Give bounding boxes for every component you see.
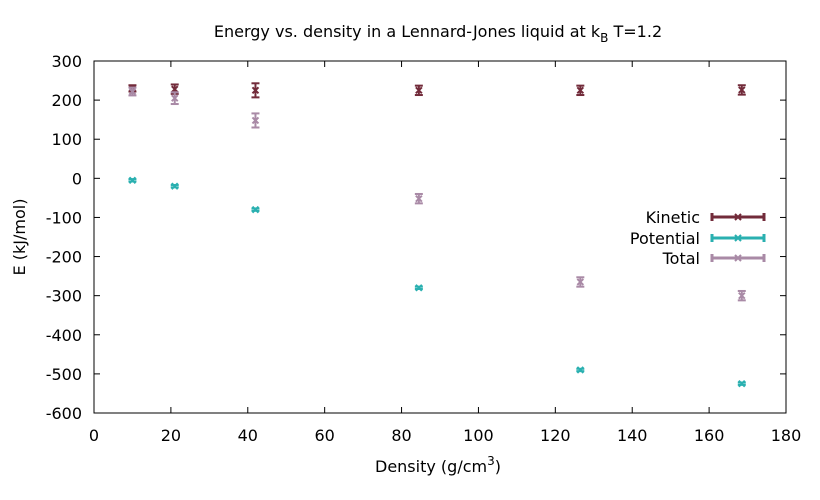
legend-marker-cross [734, 234, 742, 242]
data-point-cross [576, 278, 585, 286]
x-tick-label: 180 [771, 426, 802, 445]
data-point-cross [171, 182, 179, 190]
x-tick-label: 20 [161, 426, 181, 445]
y-tick-label: 0 [72, 169, 82, 188]
data-point-cross [251, 205, 260, 214]
data-point-cross [576, 86, 585, 95]
data-point-cross [415, 194, 423, 203]
y-tick-label: 300 [51, 52, 82, 71]
x-tick-label: 100 [463, 426, 494, 445]
y-axis-title: E (kJ/mol) [10, 199, 29, 276]
legend-label-kinetic: Kinetic [646, 208, 700, 227]
data-point-cross [251, 86, 260, 95]
legend-marker-cross [734, 213, 742, 221]
series-potential [128, 176, 746, 388]
data-point-cross [738, 86, 746, 94]
data-point-cross [171, 94, 179, 102]
data-marks [128, 82, 746, 388]
plot-border [93, 60, 787, 414]
y-tick-label: -400 [46, 326, 82, 345]
data-point-cross [171, 85, 179, 93]
chart-title-subscript: B [600, 31, 608, 45]
x-axis-title: Density (g/cm3) [375, 454, 501, 476]
legend-label-potential: Potential [630, 229, 700, 248]
axis-ticks: 0 20 40 60 80 100 120 140 160 180 -600 -500 -400 -300… [46, 52, 802, 445]
series-kinetic [128, 82, 746, 99]
data-point-cross [738, 291, 746, 300]
x-tick-label: 140 [617, 426, 648, 445]
x-axis-title-rest: ) [495, 457, 501, 476]
series-total [128, 86, 746, 302]
data-point-cross [738, 379, 746, 388]
data-point-cross [415, 86, 423, 95]
x-tick-label: 40 [238, 426, 258, 445]
data-point-cross [128, 176, 137, 184]
x-tick-label: 80 [391, 426, 411, 445]
x-axis-title-superscript: 3 [487, 454, 495, 468]
data-point-cross [576, 366, 585, 374]
x-tick-label: 0 [89, 426, 99, 445]
legend-marker-cross [734, 254, 742, 262]
data-point-cross [128, 87, 137, 96]
y-tick-label: 100 [51, 130, 82, 149]
data-point-cross [415, 284, 423, 292]
y-tick-label: -200 [46, 248, 82, 267]
data-point-cross [251, 116, 260, 125]
y-tick-label: -300 [46, 287, 82, 306]
chart-title-rest: T=1.2 [608, 22, 662, 41]
x-axis-title-main: Density (g/cm [375, 457, 487, 476]
x-tick-label: 120 [540, 426, 571, 445]
y-tick-label: -600 [46, 404, 82, 423]
y-tick-label: 200 [51, 91, 82, 110]
x-tick-label: 160 [694, 426, 725, 445]
x-tick-label: 60 [314, 426, 334, 445]
y-tick-label: -100 [46, 208, 82, 227]
legend-label-total: Total [662, 249, 700, 268]
chart-title: Energy vs. density in a Lennard-Jones li… [214, 22, 662, 45]
chart-title-main: Energy vs. density in a Lennard-Jones li… [214, 22, 601, 41]
y-tick-label: -500 [46, 365, 82, 384]
